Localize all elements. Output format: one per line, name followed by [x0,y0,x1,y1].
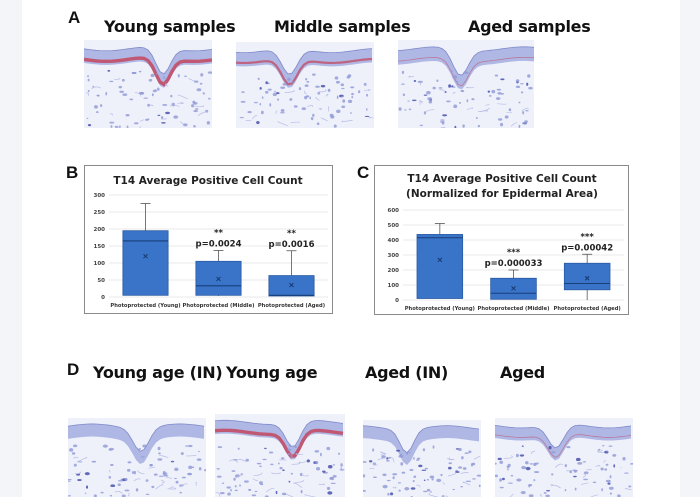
panel-a-image-middle [236,42,374,128]
significance-stars: ** [214,228,223,238]
panel-d-image-aged [495,418,633,497]
y-tick-label: 250 [94,210,106,216]
chart-c-boxes: p=0.000033*** p=0.00042*** [416,223,613,300]
mean-marker [437,257,443,263]
category-label: Photoprotected (Young) [110,303,180,309]
epidermis [236,48,372,88]
panel-c-label: C [357,163,370,182]
tissue-section [236,42,374,128]
p-value-label: p=0.00042 [561,243,613,253]
category-label: Photoprotected (Middle) [478,306,550,312]
positive-stain [236,57,373,86]
y-tick-label: 200 [388,268,400,274]
panel-b-label: B [66,163,79,182]
box-iqr [563,262,611,291]
chart-b-categories: Photoprotected (Young) Photoprotected (Mi… [110,303,325,309]
y-tick-label: 50 [97,278,105,284]
mean-marker [216,276,221,282]
epidermis [68,423,204,464]
epidermis [495,425,631,461]
box-1: p=0.0024** [195,228,242,296]
panel-a-image-aged [398,40,534,128]
box-1: p=0.000033*** [485,248,543,300]
chart-b-boxes: p=0.0024**p=0.0016** [122,203,315,297]
panel-a-label: A [68,8,81,27]
p-value-label: p=0.000033 [485,259,543,269]
category-label: Photoprotected (Middle) [183,303,255,309]
y-tick-label: 300 [388,253,400,259]
significance-stars: *** [580,232,594,242]
y-tick-label: 150 [94,244,106,250]
panel-d-image-young-in [68,418,206,497]
y-tick-label: 0 [395,298,399,304]
panel-a-title-middle: Middle samples [274,17,411,36]
chart-b: T14 Average Positive Cell Count 0 50 100 15… [84,165,333,314]
panel-d-label: D [67,360,80,379]
tissue-section [363,420,481,497]
positive-stain [495,434,632,458]
p-value-label: p=0.0016 [268,240,314,250]
tissue-section [398,40,534,128]
positive-stain [398,57,534,87]
epidermis [363,425,479,466]
chart-b-yticks: 0 50 100 150 200 250 300 [94,193,106,301]
y-tick-label: 400 [388,238,400,244]
tissue-section [215,414,345,497]
positive-stain [84,56,212,87]
tissue-section [495,418,633,497]
y-tick-label: 100 [388,283,400,289]
box-0 [416,223,464,299]
chart-c: T14 Average Positive Cell Count (Normali… [374,165,629,315]
panel-d-title-aged: Aged [500,363,545,382]
panel-d-title-young: Young age [226,363,318,382]
y-tick-label: 200 [94,227,106,233]
chart-b-svg: T14 Average Positive Cell Count 0 50 100 15… [94,175,328,309]
chart-c-subtitle: (Normalized for Epidermal Area) [406,188,598,200]
y-tick-label: 600 [388,208,400,214]
p-value-label: p=0.0024 [195,239,241,249]
y-tick-label: 500 [388,223,400,229]
tissue-section [84,40,212,128]
mean-marker [584,275,590,281]
chart-c-title: T14 Average Positive Cell Count [407,173,596,185]
box-iqr [268,275,315,297]
box-2: p=0.0016** [268,229,315,297]
epidermis [84,47,212,88]
category-label: Photoprotected (Aged) [554,306,621,312]
positive-stain [215,428,344,459]
mean-marker [511,285,516,291]
box-0 [122,203,169,296]
significance-stars: ** [287,229,296,239]
panel-a-title-young: Young samples [104,17,236,36]
chart-c-yticks: 0 100 200 300 400 500 600 [388,208,400,304]
tissue-section [68,418,206,497]
box-iqr [122,230,169,296]
panel-a-title-aged: Aged samples [468,17,591,36]
mean-marker [143,253,148,259]
y-tick-label: 0 [101,295,105,301]
chart-c-svg: T14 Average Positive Cell Count (Normali… [388,173,624,312]
category-label: Photoprotected (Young) [405,306,475,312]
box-iqr [195,260,242,296]
panel-a-image-young [84,40,212,128]
chart-b-title: T14 Average Positive Cell Count [113,175,302,187]
y-tick-label: 300 [94,193,106,199]
chart-c-categories: Photoprotected (Young) Photoprotected (Mi… [405,306,621,312]
significance-stars: *** [507,248,521,258]
box-iqr [416,234,464,299]
panel-d-image-aged-in [363,420,481,497]
mean-marker [289,282,294,288]
category-label: Photoprotected (Aged) [258,303,325,309]
panel-d-title-young-in: Young age (IN) [93,363,223,382]
box-2: p=0.00042*** [561,232,613,300]
panel-d-image-young [215,414,345,497]
y-tick-label: 100 [94,261,106,267]
panel-d-title-aged-in: Aged (IN) [365,363,448,382]
